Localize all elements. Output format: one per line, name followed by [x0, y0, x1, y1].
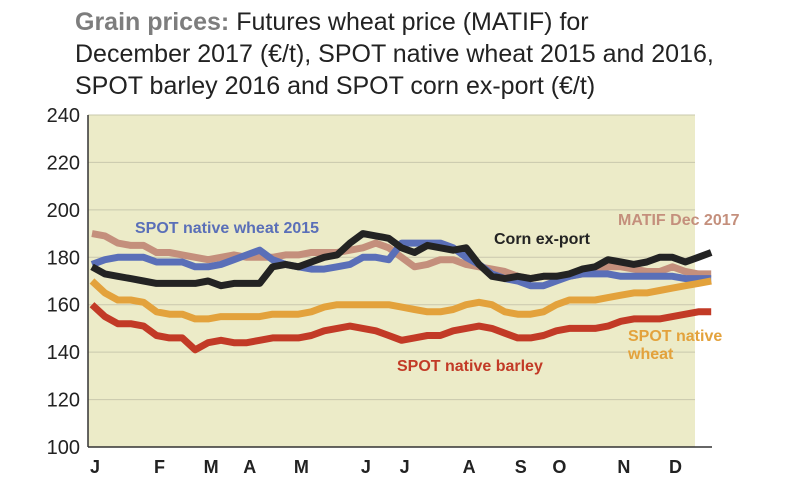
- x-tick-label: J: [90, 457, 100, 477]
- title-line: Futures wheat price (MATIF) for: [236, 8, 588, 36]
- x-tick-label: M: [204, 457, 219, 477]
- x-tick-label: M: [294, 457, 309, 477]
- series-label: Corn ex-port: [494, 231, 590, 248]
- title-lead: Grain prices:: [75, 8, 229, 36]
- series-label: SPOT native barley: [397, 358, 543, 375]
- series-label: SPOT native wheat 2015: [135, 220, 320, 237]
- y-tick-label: 120: [47, 390, 80, 412]
- title-line: December 2017 (€/t), SPOT native wheat 2…: [75, 40, 714, 68]
- y-tick-label: 140: [47, 342, 80, 364]
- y-tick-label: 220: [47, 152, 80, 174]
- y-tick-label: 200: [47, 200, 80, 222]
- x-tick-label: F: [154, 457, 165, 477]
- y-tick-label: 160: [47, 295, 80, 317]
- x-tick-label: J: [361, 457, 371, 477]
- x-tick-label: A: [243, 457, 256, 477]
- x-tick-label: N: [617, 457, 630, 477]
- x-tick-label: A: [463, 457, 476, 477]
- series-line: [90, 230, 713, 290]
- y-tick-label: 240: [47, 105, 80, 127]
- series-label: MATIF Dec 2017: [618, 212, 740, 229]
- series-line: [91, 230, 712, 283]
- x-tick-label: D: [669, 457, 682, 477]
- series-line: [89, 302, 712, 354]
- series-line: [89, 277, 712, 323]
- x-tick-label: J: [400, 457, 410, 477]
- chart-title: Grain prices: Futures wheat price (MATIF)…: [75, 8, 589, 36]
- series-line: [90, 239, 712, 290]
- y-tick-label: 100: [47, 437, 80, 459]
- x-tick-label: O: [552, 457, 566, 477]
- x-tick-label: S: [515, 457, 527, 477]
- series-label: SPOT native wheat: [628, 328, 723, 363]
- title-line: SPOT barley 2016 and SPOT corn ex-port (…: [75, 72, 595, 100]
- y-tick-label: 180: [47, 247, 80, 269]
